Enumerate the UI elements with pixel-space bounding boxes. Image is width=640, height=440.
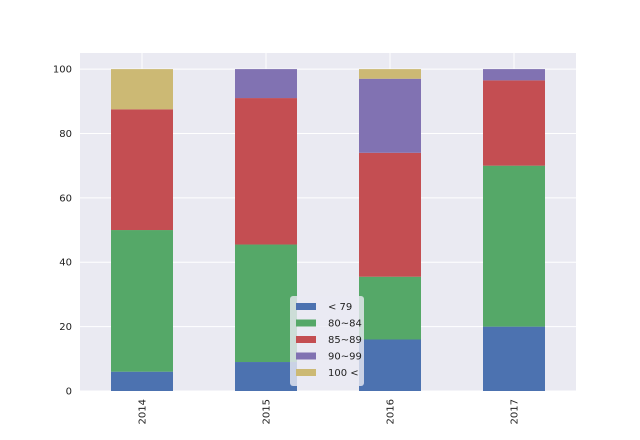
bar-segment <box>359 276 421 340</box>
legend-swatch <box>296 369 316 376</box>
legend-swatch <box>296 303 316 310</box>
legend-swatch <box>296 352 316 360</box>
bar-segment <box>111 69 173 110</box>
y-tick-label: 80 <box>59 129 72 140</box>
legend: < 79 80~84 85~89 90~99 100 < <box>290 296 364 386</box>
x-tick-label: 2014 <box>138 399 149 424</box>
bar-segment <box>483 80 545 166</box>
y-tick-label: 20 <box>59 322 72 333</box>
bar-segment <box>235 98 297 245</box>
y-tick-label: 60 <box>59 193 72 204</box>
x-tick-label: 2015 <box>262 399 273 424</box>
legend-box <box>290 296 364 386</box>
bar-segment <box>483 165 545 327</box>
y-tick-label: 0 <box>66 387 72 398</box>
x-tick-label: 2016 <box>386 399 397 424</box>
bar-segment <box>483 69 545 81</box>
legend-label: 90~99 <box>328 352 362 363</box>
bars <box>111 69 545 391</box>
legend-label: 85~89 <box>328 335 362 346</box>
bar-segment <box>111 230 173 372</box>
x-tick-label: 2017 <box>510 399 521 424</box>
bar-segment <box>235 69 297 99</box>
legend-label: 100 < <box>328 368 359 379</box>
y-tick-labels: 0 20 40 60 80 100 <box>53 65 72 398</box>
bar-segment <box>359 152 421 277</box>
legend-label: 80~84 <box>328 319 362 330</box>
bar-segment <box>235 362 297 391</box>
bar-segment <box>359 69 421 79</box>
bar-segment <box>111 109 173 231</box>
bar-segment <box>359 78 421 153</box>
legend-label: < 79 <box>328 302 352 313</box>
bar-segment <box>235 244 297 363</box>
legend-swatch <box>296 336 316 343</box>
bar-segment <box>483 326 545 391</box>
y-tick-label: 100 <box>53 65 72 76</box>
y-tick-label: 40 <box>59 258 72 269</box>
legend-swatch <box>296 319 316 327</box>
bar-segment <box>359 339 421 391</box>
bar-segment <box>111 371 173 391</box>
x-tick-labels: 2014 2015 2016 2017 <box>138 399 521 424</box>
